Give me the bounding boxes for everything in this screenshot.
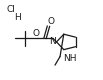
Text: O: O — [47, 17, 54, 26]
Text: N: N — [49, 37, 55, 46]
Text: Cl: Cl — [7, 5, 16, 14]
Text: NH: NH — [63, 54, 77, 63]
Text: H: H — [14, 13, 21, 22]
Text: O: O — [33, 29, 40, 38]
